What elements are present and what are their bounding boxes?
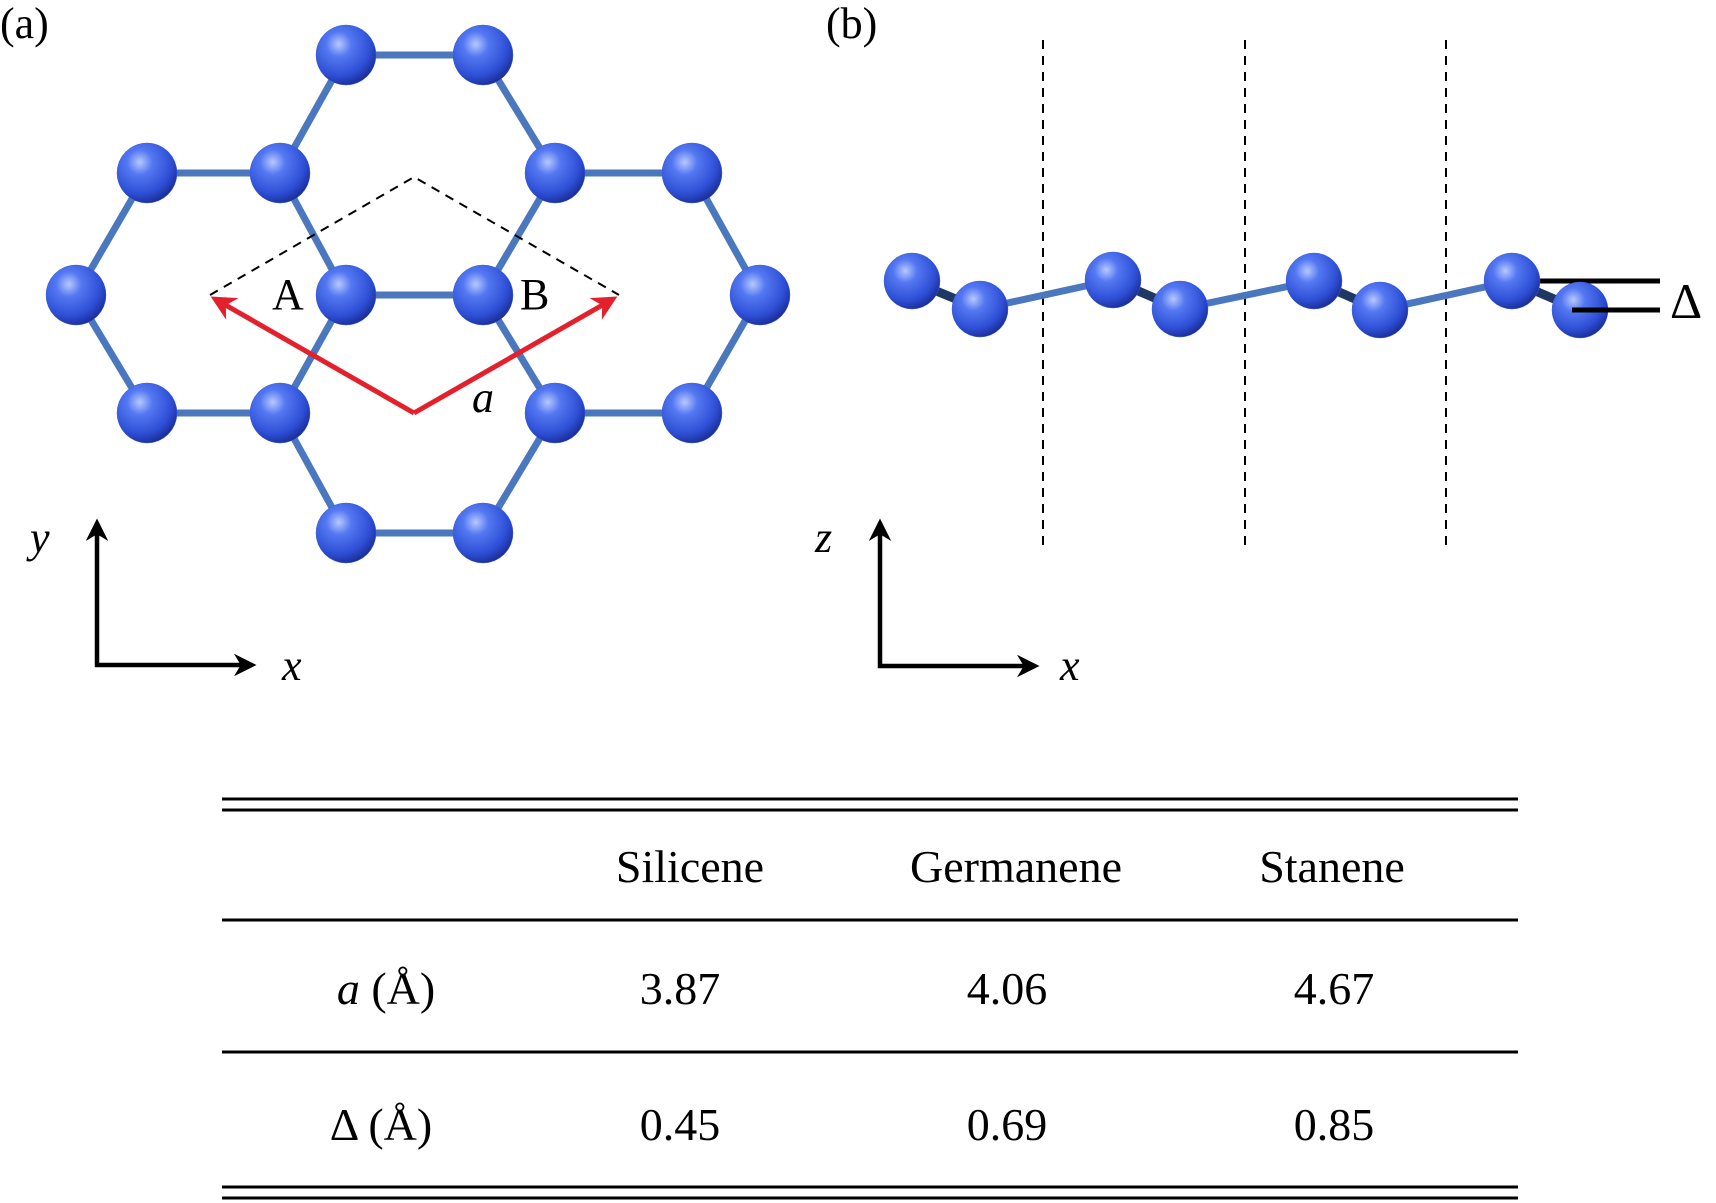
row-header: Δ (Å) <box>330 1099 432 1150</box>
atom <box>1351 281 1409 339</box>
table-cell: 4.06 <box>967 963 1048 1014</box>
axes-b: z x <box>814 513 1080 690</box>
table-cell: 3.87 <box>640 963 721 1014</box>
atom <box>883 252 941 310</box>
top-view-atoms <box>45 24 791 564</box>
atom <box>249 382 311 444</box>
atom <box>1151 280 1209 338</box>
atom <box>524 142 586 204</box>
table-row: a (Å) 3.87 4.06 4.67 <box>337 963 1374 1014</box>
table-cell: 0.85 <box>1294 1099 1375 1150</box>
atom <box>524 382 586 444</box>
y-axis-label: y <box>26 513 50 562</box>
atom <box>315 502 377 564</box>
atom <box>661 142 723 204</box>
atom <box>729 264 791 326</box>
atom <box>315 24 377 86</box>
z-axis-label: z <box>814 513 832 562</box>
axes-a: y x <box>26 513 302 690</box>
site-a-label: A <box>272 270 304 319</box>
atom <box>1084 251 1142 309</box>
column-header: Germanene <box>910 841 1122 892</box>
table-cell: 0.45 <box>640 1099 721 1150</box>
atom <box>45 264 107 326</box>
atom <box>116 382 178 444</box>
atom <box>1285 252 1343 310</box>
site-b-label: B <box>520 270 549 319</box>
x-axis-label: x <box>281 641 302 690</box>
column-header: Silicene <box>616 841 764 892</box>
side-view-atoms <box>883 251 1609 339</box>
buckling-height-label: Δ <box>1670 273 1702 329</box>
panel-b-label: (b) <box>826 0 877 48</box>
atom <box>661 382 723 444</box>
atom <box>951 280 1009 338</box>
lattice-vector-a1-arrow <box>210 296 416 416</box>
column-header: Stanene <box>1259 841 1405 892</box>
table-row: Δ (Å) 0.45 0.69 0.85 <box>330 1099 1374 1150</box>
row-header: a (Å) <box>337 963 435 1014</box>
x-axis-label: x <box>1059 641 1080 690</box>
panel-a: (a) A B a y x <box>0 0 791 690</box>
atom <box>452 502 514 564</box>
atom <box>452 264 514 326</box>
atom <box>116 142 178 204</box>
atom <box>452 24 514 86</box>
lattice-constant-label: a <box>472 373 494 422</box>
atom <box>315 264 377 326</box>
panel-b: (b) Δ z x <box>814 0 1702 690</box>
table-cell: 0.69 <box>967 1099 1048 1150</box>
table-cell: 4.67 <box>1294 963 1375 1014</box>
parameters-table: Silicene Germanene Stanene a (Å) 3.87 4.… <box>222 797 1518 1200</box>
atom <box>249 142 311 204</box>
top-view-bonds <box>72 51 764 537</box>
panel-a-label: (a) <box>0 0 49 48</box>
atom <box>1483 252 1541 310</box>
lattice-vector-a2-arrow <box>412 296 618 416</box>
